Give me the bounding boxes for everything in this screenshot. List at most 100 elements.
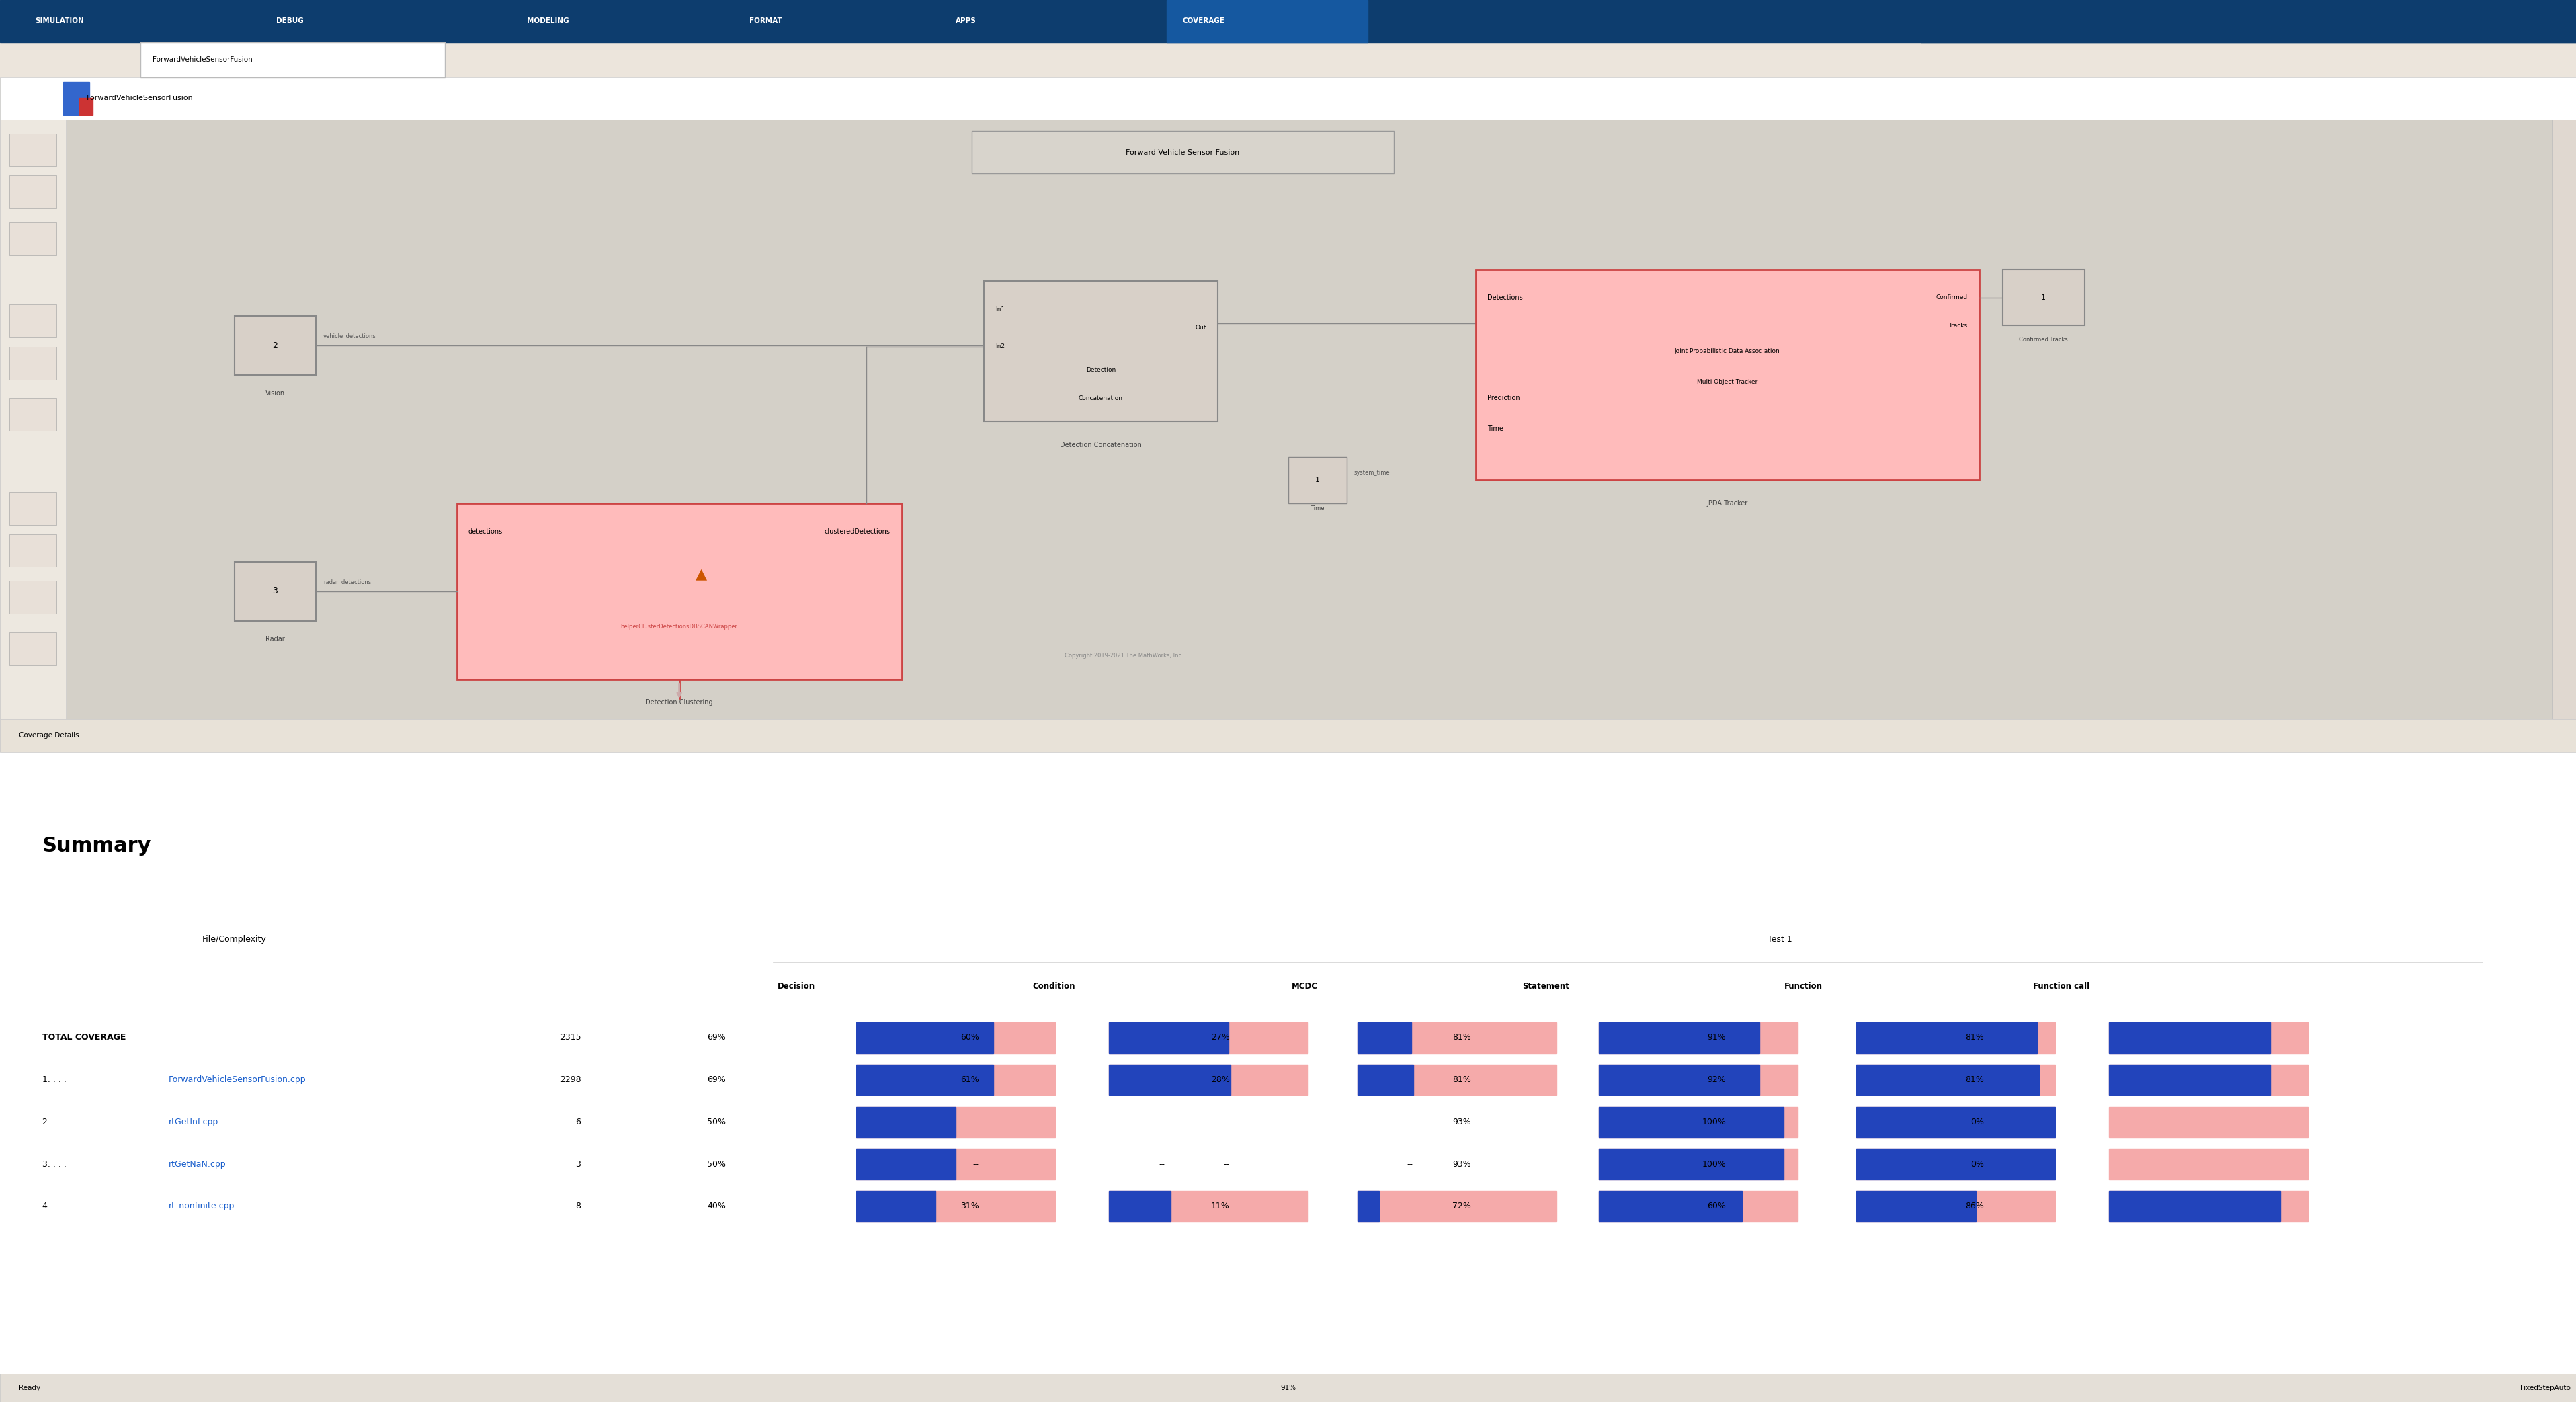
Text: FixedStepAuto: FixedStepAuto bbox=[2519, 1385, 2571, 1391]
Text: 28%: 28% bbox=[1211, 1075, 1229, 1084]
Text: 40%: 40% bbox=[708, 1202, 726, 1211]
Text: 2: 2 bbox=[273, 341, 278, 350]
Text: 92%: 92% bbox=[1708, 1075, 1726, 1084]
Bar bbox=[0, 1374, 2576, 1402]
Text: Vision: Vision bbox=[265, 390, 286, 397]
Text: 11%: 11% bbox=[1211, 1202, 1229, 1211]
Bar bbox=[1288, 457, 1347, 503]
Text: 69%: 69% bbox=[708, 1033, 726, 1042]
Bar bbox=[1358, 1064, 1414, 1095]
Bar bbox=[1600, 1022, 1759, 1053]
Bar bbox=[1600, 1022, 1798, 1053]
Bar bbox=[1110, 1064, 1231, 1095]
Text: 93%: 93% bbox=[1453, 1159, 1471, 1168]
Bar bbox=[1857, 1148, 2056, 1179]
Text: --: -- bbox=[1224, 1117, 1229, 1126]
Bar bbox=[855, 1022, 1056, 1053]
Text: Multi Object Tracker: Multi Object Tracker bbox=[1698, 379, 1757, 384]
Text: Test 1: Test 1 bbox=[1767, 935, 1793, 944]
Bar bbox=[855, 1192, 1056, 1221]
Text: APPS: APPS bbox=[956, 18, 976, 24]
Text: 8: 8 bbox=[574, 1202, 580, 1211]
Bar bbox=[1600, 1148, 1783, 1179]
Bar bbox=[855, 1148, 1056, 1179]
Bar bbox=[1110, 1192, 1170, 1221]
Bar bbox=[10, 175, 57, 209]
Bar bbox=[0, 751, 2576, 1374]
Bar bbox=[2110, 1192, 2280, 1221]
Text: MODELING: MODELING bbox=[528, 18, 569, 24]
Text: 27%: 27% bbox=[1211, 1033, 1229, 1042]
Text: Coverage Details: Coverage Details bbox=[18, 732, 80, 739]
Bar bbox=[1600, 1148, 1798, 1179]
Text: 93%: 93% bbox=[1453, 1117, 1471, 1126]
Text: DEBUG: DEBUG bbox=[276, 18, 304, 24]
Bar bbox=[855, 1022, 994, 1053]
Text: 3: 3 bbox=[574, 1159, 580, 1168]
Text: 2298: 2298 bbox=[559, 1075, 580, 1084]
Text: 91%: 91% bbox=[1280, 1385, 1296, 1391]
Bar bbox=[1857, 1106, 2056, 1137]
Text: 3. . . .: 3. . . . bbox=[41, 1159, 67, 1168]
Text: Confirmed Tracks: Confirmed Tracks bbox=[2020, 336, 2069, 342]
Text: ForwardVehicleSensorFusion: ForwardVehicleSensorFusion bbox=[88, 95, 193, 102]
Text: 2315: 2315 bbox=[559, 1033, 580, 1042]
Text: Ready: Ready bbox=[18, 1385, 41, 1391]
Text: In1: In1 bbox=[994, 306, 1005, 313]
Bar bbox=[142, 42, 446, 77]
Text: Radar: Radar bbox=[265, 637, 286, 642]
Text: MCDC: MCDC bbox=[1291, 981, 1319, 990]
Text: Out: Out bbox=[1195, 325, 1206, 331]
Bar bbox=[1600, 1064, 1759, 1095]
Text: --: -- bbox=[974, 1159, 979, 1168]
Text: Detection Clustering: Detection Clustering bbox=[647, 700, 714, 707]
Text: 1. . . .: 1. . . . bbox=[41, 1075, 67, 1084]
Bar bbox=[1358, 1022, 1556, 1053]
Text: In2: In2 bbox=[994, 343, 1005, 349]
Text: 1: 1 bbox=[1316, 477, 1319, 484]
Text: 72%: 72% bbox=[1453, 1202, 1471, 1211]
Bar bbox=[855, 1192, 935, 1221]
Bar bbox=[1857, 1064, 2056, 1095]
Bar bbox=[1358, 1192, 1556, 1221]
Bar bbox=[855, 1106, 1056, 1137]
Bar bbox=[10, 492, 57, 524]
Text: 60%: 60% bbox=[1708, 1202, 1726, 1211]
Text: Copyright 2019-2021 The MathWorks, Inc.: Copyright 2019-2021 The MathWorks, Inc. bbox=[1064, 653, 1182, 659]
Text: 60%: 60% bbox=[961, 1033, 979, 1042]
Text: --: -- bbox=[1159, 1159, 1164, 1168]
Bar bbox=[2110, 1064, 2308, 1095]
Text: 81%: 81% bbox=[1453, 1033, 1471, 1042]
Bar bbox=[1857, 1022, 2056, 1053]
Text: Statement: Statement bbox=[1522, 981, 1569, 990]
Text: Time: Time bbox=[1486, 425, 1504, 432]
Text: --: -- bbox=[1224, 1159, 1229, 1168]
Bar bbox=[10, 304, 57, 338]
Text: 2. . . .: 2. . . . bbox=[41, 1117, 67, 1126]
Text: radar_detections: radar_detections bbox=[322, 579, 371, 585]
Bar bbox=[10, 133, 57, 167]
Text: 1: 1 bbox=[2040, 294, 2045, 301]
Bar bbox=[10, 580, 57, 614]
Bar bbox=[64, 81, 90, 115]
Text: Detections: Detections bbox=[1486, 294, 1522, 301]
Text: rt_nonfinite.cpp: rt_nonfinite.cpp bbox=[167, 1202, 234, 1211]
Bar bbox=[1167, 0, 1368, 42]
Bar bbox=[1857, 1106, 2056, 1137]
Text: 69%: 69% bbox=[708, 1075, 726, 1084]
Bar bbox=[1476, 269, 1978, 479]
Text: 6: 6 bbox=[574, 1117, 580, 1126]
Text: Forward Vehicle Sensor Fusion: Forward Vehicle Sensor Fusion bbox=[1126, 149, 1239, 156]
Text: --: -- bbox=[974, 1117, 979, 1126]
Text: Joint Probabilistic Data Association: Joint Probabilistic Data Association bbox=[1674, 348, 1780, 355]
Text: vehicle_detections: vehicle_detections bbox=[322, 334, 376, 339]
Bar bbox=[984, 280, 1218, 422]
Bar bbox=[1358, 1064, 1556, 1095]
Bar bbox=[0, 119, 64, 719]
Text: 0%: 0% bbox=[1971, 1159, 1984, 1168]
Bar bbox=[1600, 1192, 1741, 1221]
Bar bbox=[1857, 1022, 2038, 1053]
Text: --: -- bbox=[1406, 1117, 1414, 1126]
Text: 100%: 100% bbox=[1703, 1117, 1726, 1126]
Text: 50%: 50% bbox=[708, 1159, 726, 1168]
